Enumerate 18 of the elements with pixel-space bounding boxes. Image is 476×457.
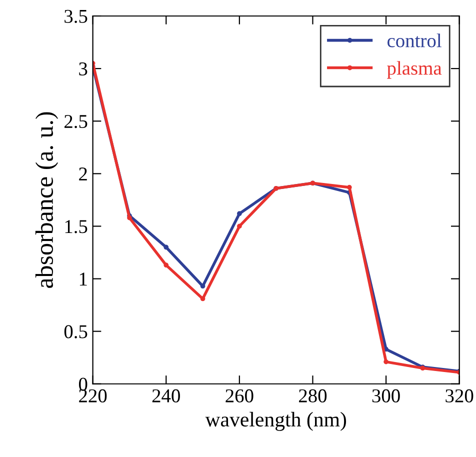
x-tick-label: 300 bbox=[372, 389, 400, 402]
y-tick-label: 1 bbox=[80, 272, 87, 286]
y-tick-label: 2 bbox=[79, 168, 87, 180]
x-tick-label: 220 bbox=[79, 389, 107, 402]
x-tick-label: 240 bbox=[152, 389, 180, 402]
legend-label: plasma bbox=[387, 61, 442, 79]
y-tick-label: 0.5 bbox=[64, 325, 88, 338]
y-tick-label: 0 bbox=[78, 378, 88, 391]
legend-label: control bbox=[388, 34, 442, 48]
y-tick-label: 3 bbox=[79, 62, 88, 76]
y-axis-title: absorbance (a. u.) bbox=[35, 112, 58, 288]
x-tick-label: 260 bbox=[226, 389, 254, 402]
x-axis-title: wavelength (nm) bbox=[205, 412, 346, 431]
x-tick-label: 320 bbox=[446, 389, 474, 402]
x-tick-label: 280 bbox=[299, 389, 327, 402]
y-tick-label: 3.5 bbox=[64, 10, 88, 24]
y-tick-label: 2.5 bbox=[64, 114, 88, 128]
y-tick-label: 1.5 bbox=[65, 220, 88, 234]
